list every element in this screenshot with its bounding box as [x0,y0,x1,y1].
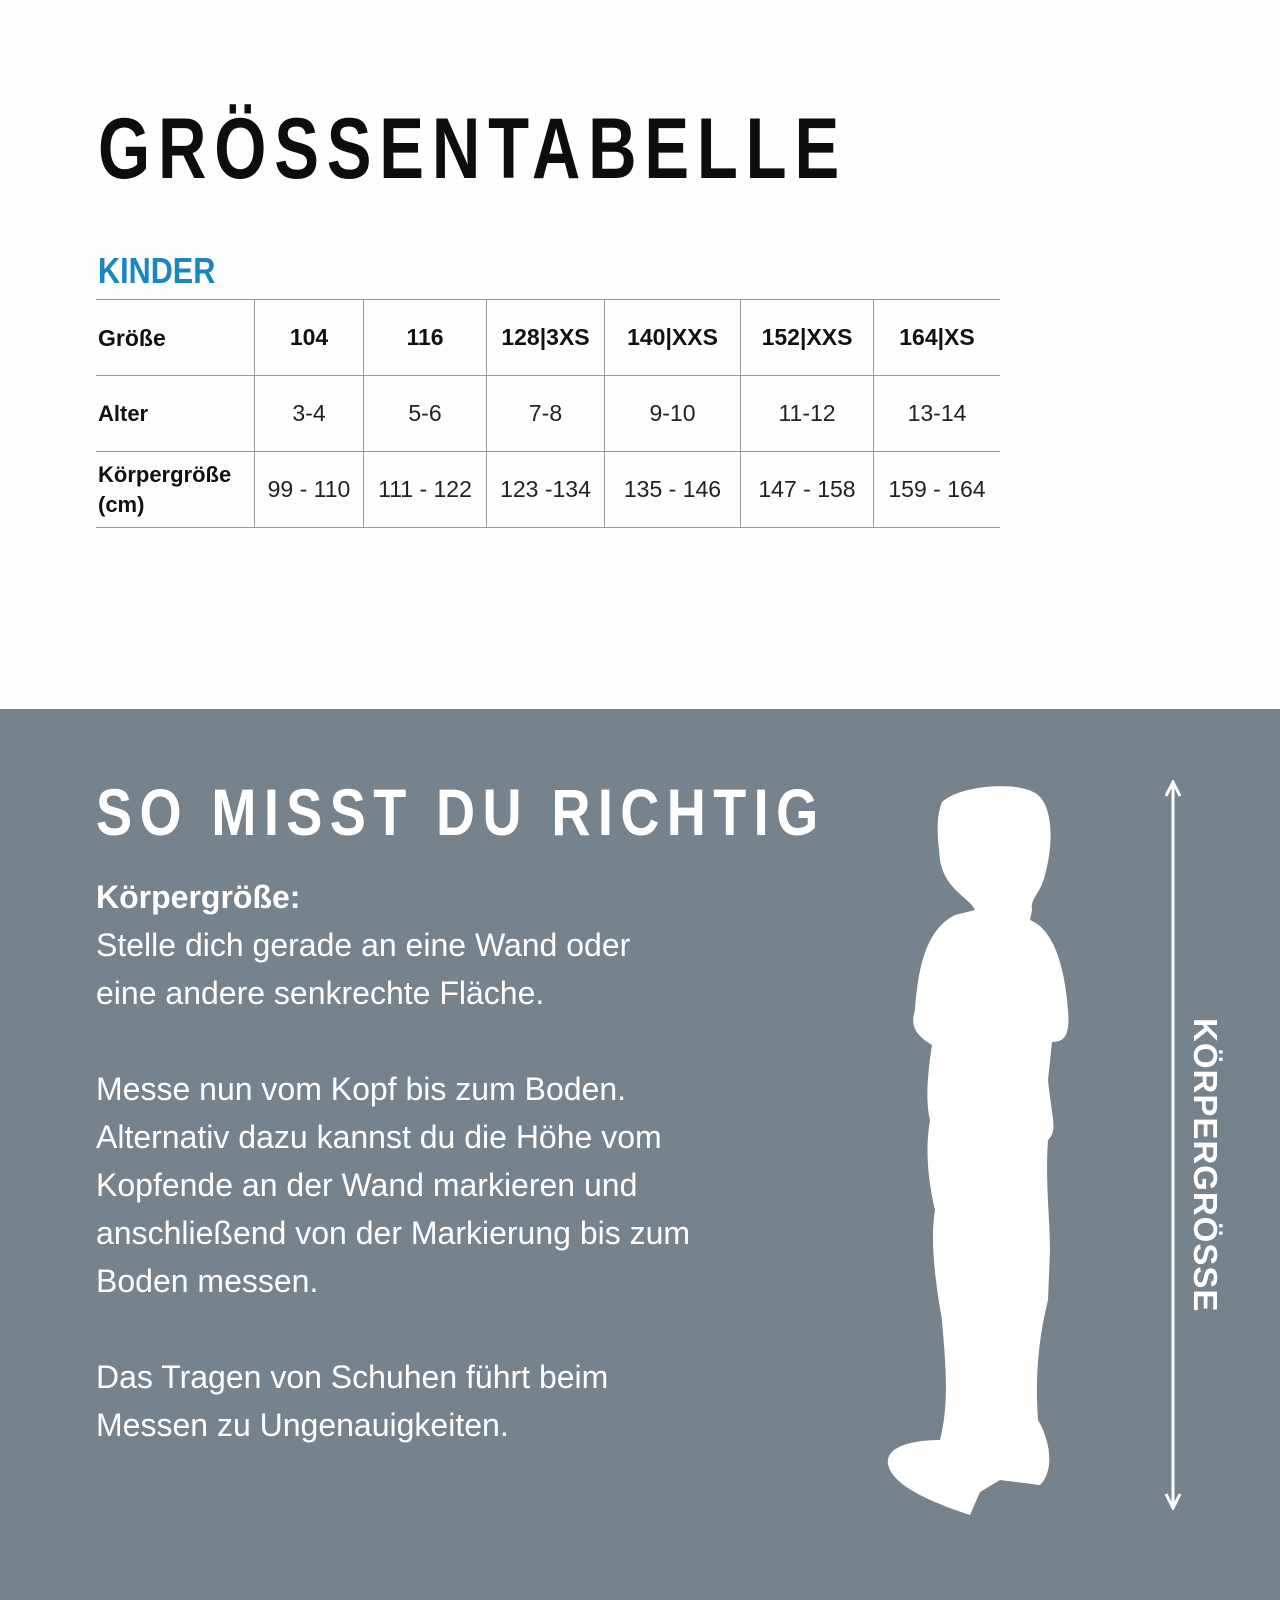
table-cell: 164|XS [873,299,1000,376]
table-cell: 140|XXS [604,299,741,376]
table-cell: 7-8 [486,375,605,452]
table-cell: 123 -134 [486,451,605,528]
child-silhouette-icon [887,786,1069,1515]
table-cell: 11-12 [740,375,874,452]
table-cell: 13-14 [873,375,1000,452]
table-cell: 159 - 164 [873,451,1000,528]
table-row: Größe 104 116 128|3XS 140|XXS 152|XXS 16… [96,299,1000,376]
table-cell: 152|XXS [740,299,874,376]
height-arrow-icon [1164,780,1182,1510]
table-cell: 128|3XS [486,299,605,376]
measure-label: Körpergröße: [96,879,301,915]
row-label: Alter [96,375,255,452]
measure-heading: SO MISST DU RICHTIG [96,775,826,849]
table-cell: 111 - 122 [363,451,487,528]
table-row: Körpergröße (cm) 99 - 110 111 - 122 123 … [96,451,1000,528]
measure-section [0,709,1280,1600]
table-cell: 9-10 [604,375,741,452]
instruction-paragraph: Stelle dich gerade an eine Wand oder ein… [96,927,631,1011]
measure-instructions: Körpergröße: Stelle dich gerade an eine … [96,873,796,1497]
height-label: KÖRPERGRÖSSE [1187,1018,1224,1313]
section-title: KINDER [98,250,216,291]
page-title: GRÖSSENTABELLE [98,101,847,197]
instruction-paragraph: Das Tragen von Schuhen führt beim Messen… [96,1359,609,1443]
table-cell: 116 [363,299,487,376]
table-cell: 147 - 158 [740,451,874,528]
table-cell: 135 - 146 [604,451,741,528]
table-cell: 3-4 [254,375,364,452]
size-table: Größe 104 116 128|3XS 140|XXS 152|XXS 16… [96,299,1000,528]
table-row: Alter 3-4 5-6 7-8 9-10 11-12 13-14 [96,375,1000,452]
row-label: Größe [96,299,255,376]
instruction-paragraph: Messe nun vom Kopf bis zum Boden. Altern… [96,1071,691,1299]
table-cell: 104 [254,299,364,376]
row-label: Körpergröße (cm) [96,451,255,528]
table-cell: 99 - 110 [254,451,364,528]
table-cell: 5-6 [363,375,487,452]
